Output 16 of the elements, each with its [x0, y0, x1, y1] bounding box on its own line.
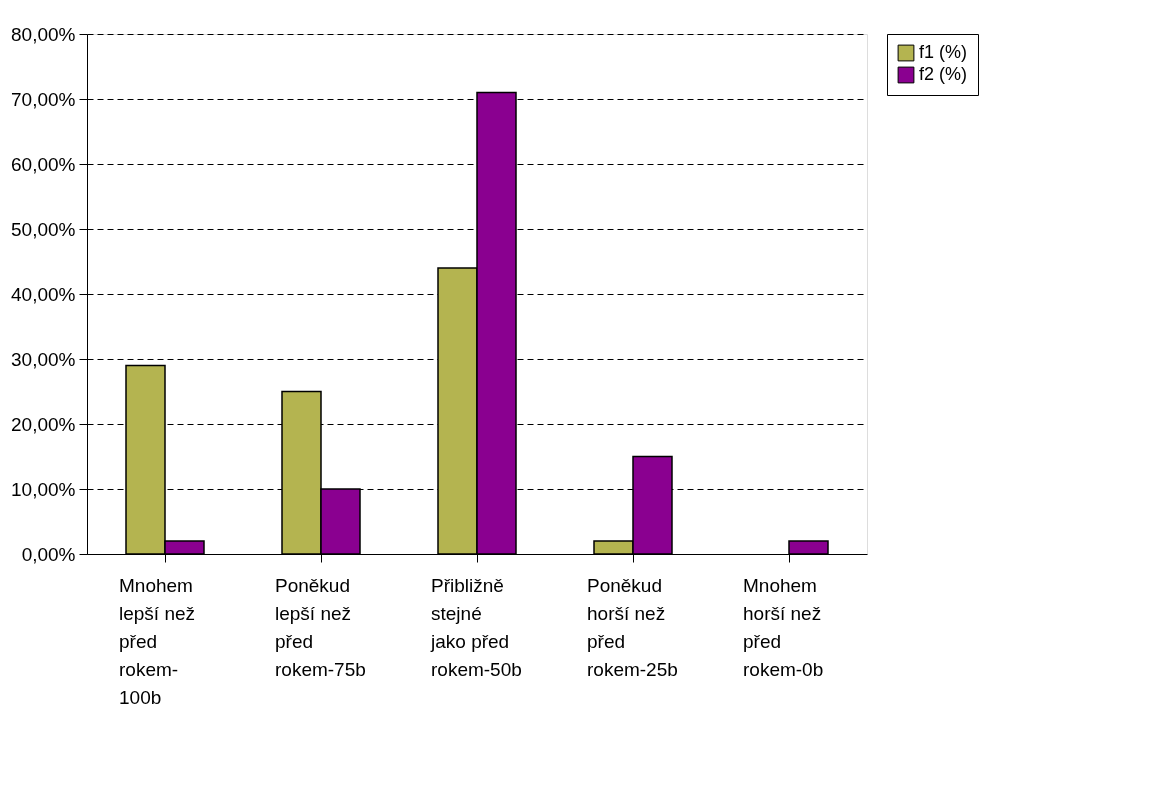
y-tick-label: 50,00%: [11, 218, 76, 240]
y-tick-label: 0,00%: [21, 543, 76, 565]
y-tick-label: 80,00%: [11, 23, 76, 45]
x-tick-label: Mnohem lepší než před rokem-100b: [119, 574, 196, 708]
y-tick-label: 40,00%: [11, 283, 76, 305]
legend-label: f2 (%): [919, 64, 968, 84]
y-tick-label: 30,00%: [11, 348, 76, 370]
x-tick-label: Poněkud lepší než před rokem-75b: [275, 574, 366, 680]
y-tick-label: 10,00%: [11, 478, 76, 500]
y-tick-label: 60,00%: [11, 153, 76, 175]
legend-label: f1 (%): [919, 42, 968, 62]
x-tick-label: Poněkud horší než před rokem-25b: [587, 574, 678, 680]
x-tick-label: Mnohem horší než před rokem-0b: [743, 574, 824, 680]
y-tick-label: 70,00%: [11, 88, 76, 110]
x-tick-label: Přibližně stejné jako před rokem-50b: [430, 574, 522, 680]
y-tick-label: 20,00%: [11, 413, 76, 435]
